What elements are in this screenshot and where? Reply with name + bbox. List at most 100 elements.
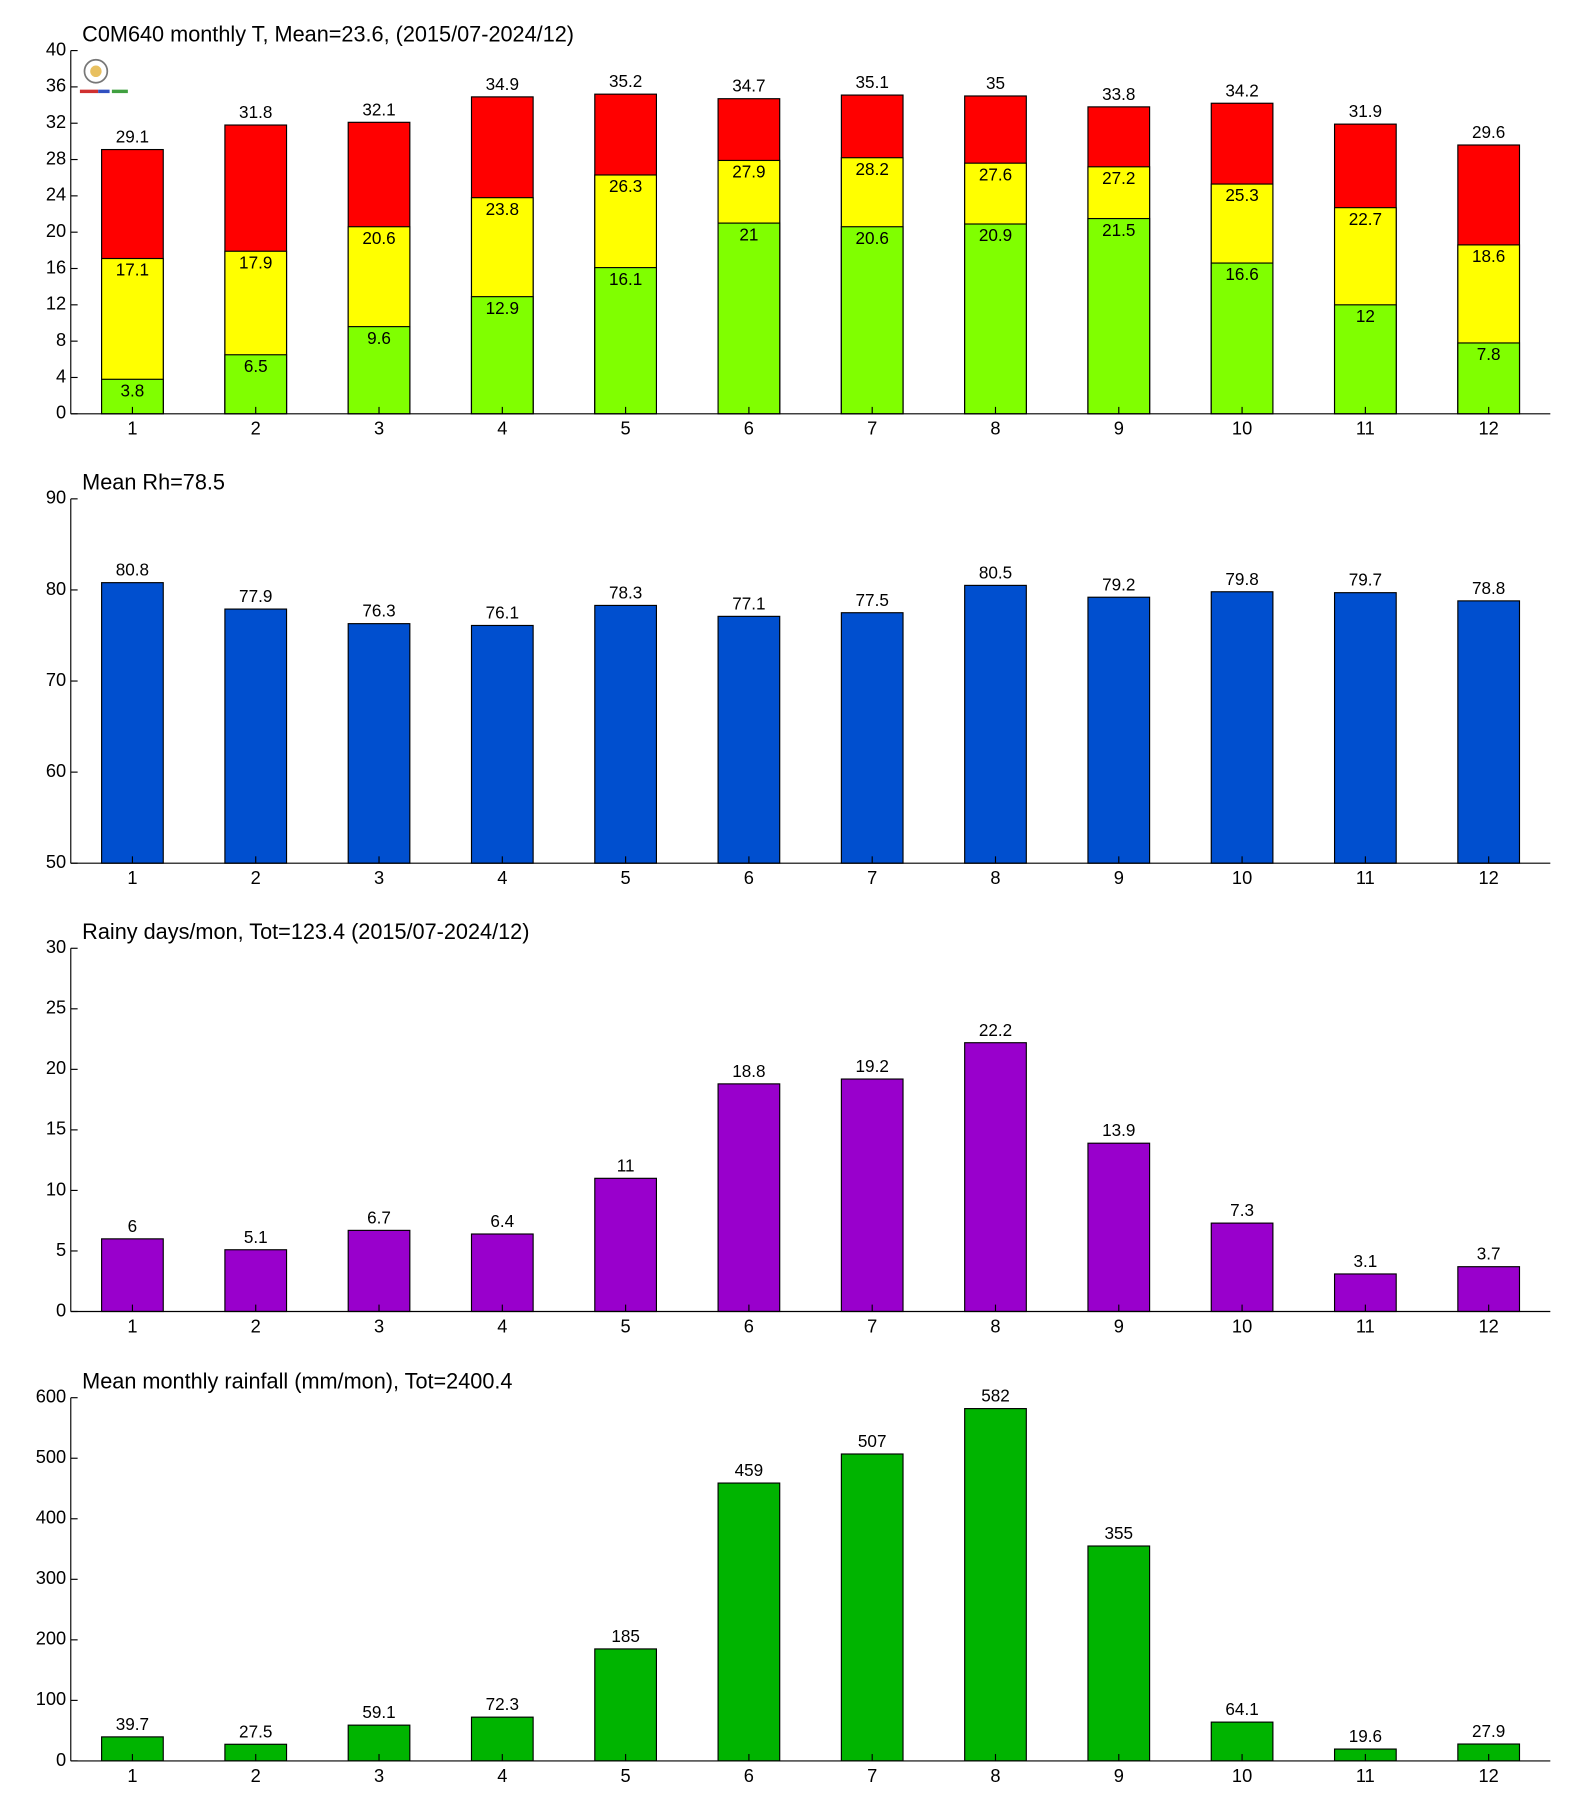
value-label: 34.7 — [732, 76, 765, 96]
x-tick-label: 12 — [1479, 418, 1499, 439]
y-tick-label: 12 — [46, 293, 66, 314]
x-tick-label: 6 — [744, 1765, 754, 1786]
bar — [964, 584, 1027, 864]
y-tick-label: 20 — [46, 220, 66, 241]
value-label: 31.9 — [1349, 101, 1382, 121]
value-label: 27.6 — [979, 164, 1012, 184]
bar — [717, 1083, 781, 1313]
value-label: 34.2 — [1225, 80, 1258, 100]
bar — [717, 615, 781, 864]
value-label: 78.3 — [609, 582, 642, 602]
x-tick-label: 7 — [867, 867, 877, 888]
y-tick-label: 36 — [46, 75, 66, 96]
value-label: 3.1 — [1353, 1251, 1377, 1271]
y-tick-label: 200 — [36, 1628, 66, 1649]
y-tick-label: 600 — [36, 1386, 66, 1407]
value-label: 79.2 — [1102, 574, 1135, 594]
bar — [1210, 1222, 1274, 1313]
value-label: 22.2 — [979, 1020, 1012, 1040]
value-label: 355 — [1105, 1523, 1134, 1543]
value-label: 20.9 — [979, 225, 1012, 245]
x-tick-label: 5 — [621, 867, 631, 888]
x-tick-label: 9 — [1114, 1315, 1124, 1336]
y-tick-label: 100 — [36, 1688, 66, 1709]
bar — [347, 623, 411, 864]
x-tick-label: 3 — [374, 1315, 384, 1336]
value-label: 79.7 — [1349, 570, 1382, 590]
bar — [840, 612, 904, 864]
value-label: 582 — [981, 1386, 1010, 1406]
x-tick-label: 5 — [621, 1315, 631, 1336]
bar — [1457, 600, 1521, 864]
value-label: 78.8 — [1472, 578, 1505, 598]
y-tick-label: 500 — [36, 1446, 66, 1467]
bar — [594, 1177, 658, 1313]
x-tick-label: 4 — [497, 418, 507, 439]
x-tick-label: 5 — [621, 1765, 631, 1786]
value-label: 79.8 — [1225, 569, 1258, 589]
value-label: 28.2 — [856, 159, 889, 179]
y-tick-label: 32 — [46, 111, 66, 132]
value-label: 27.9 — [732, 162, 765, 182]
y-tick-label: 50 — [46, 851, 66, 872]
bar — [470, 296, 534, 415]
bar — [964, 1408, 1027, 1762]
x-tick-label: 8 — [990, 418, 1000, 439]
bar — [224, 1249, 288, 1313]
value-label: 76.1 — [486, 602, 519, 622]
value-label: 23.8 — [486, 199, 519, 219]
value-label: 59.1 — [362, 1702, 395, 1722]
bar — [1210, 262, 1274, 415]
value-label: 6.5 — [244, 356, 268, 376]
value-label: 35.1 — [856, 72, 889, 92]
bar — [470, 1233, 534, 1313]
y-tick-label: 0 — [56, 1749, 66, 1770]
value-label: 459 — [735, 1460, 764, 1480]
y-tick-label: 4 — [56, 365, 66, 386]
chart-title: C0M640 monthly T, Mean=23.6, (2015/07-20… — [82, 21, 574, 46]
x-tick-label: 7 — [867, 418, 877, 439]
bar — [594, 604, 658, 864]
value-label: 6 — [128, 1216, 138, 1236]
value-label: 6.4 — [490, 1211, 514, 1231]
x-tick-label: 10 — [1232, 418, 1252, 439]
value-label: 12 — [1356, 306, 1375, 326]
y-tick-label: 20 — [46, 1057, 66, 1078]
value-label: 77.9 — [239, 586, 272, 606]
x-tick-label: 12 — [1479, 1765, 1499, 1786]
bar — [717, 1482, 781, 1762]
x-tick-label: 2 — [251, 1765, 261, 1786]
value-label: 27.9 — [1472, 1721, 1505, 1741]
x-tick-label: 11 — [1356, 418, 1375, 439]
bar — [470, 624, 534, 864]
x-tick-label: 2 — [251, 1315, 261, 1336]
value-label: 16.1 — [609, 269, 642, 289]
value-label: 3.7 — [1477, 1244, 1501, 1264]
value-label: 21 — [739, 224, 758, 244]
value-label: 20.6 — [362, 228, 395, 248]
y-tick-label: 28 — [46, 147, 66, 168]
bar — [1087, 1142, 1151, 1313]
value-label: 35 — [986, 73, 1005, 93]
bar — [1457, 342, 1521, 415]
x-tick-label: 12 — [1479, 1315, 1499, 1336]
bar — [1087, 1545, 1151, 1762]
y-tick-label: 25 — [46, 997, 66, 1018]
value-label: 22.7 — [1349, 209, 1382, 229]
bar — [964, 223, 1027, 415]
x-tick-label: 2 — [251, 418, 261, 439]
x-tick-label: 8 — [990, 867, 1000, 888]
bar — [1087, 596, 1151, 864]
x-tick-label: 6 — [744, 867, 754, 888]
value-label: 185 — [611, 1626, 640, 1646]
x-tick-label: 10 — [1232, 1765, 1252, 1786]
value-label: 6.7 — [367, 1207, 391, 1227]
bar — [347, 326, 411, 415]
y-tick-label: 15 — [46, 1118, 66, 1139]
x-tick-label: 6 — [744, 418, 754, 439]
value-label: 31.8 — [239, 102, 272, 122]
x-tick-label: 5 — [621, 418, 631, 439]
y-tick-label: 400 — [36, 1507, 66, 1528]
value-label: 35.2 — [609, 71, 642, 91]
